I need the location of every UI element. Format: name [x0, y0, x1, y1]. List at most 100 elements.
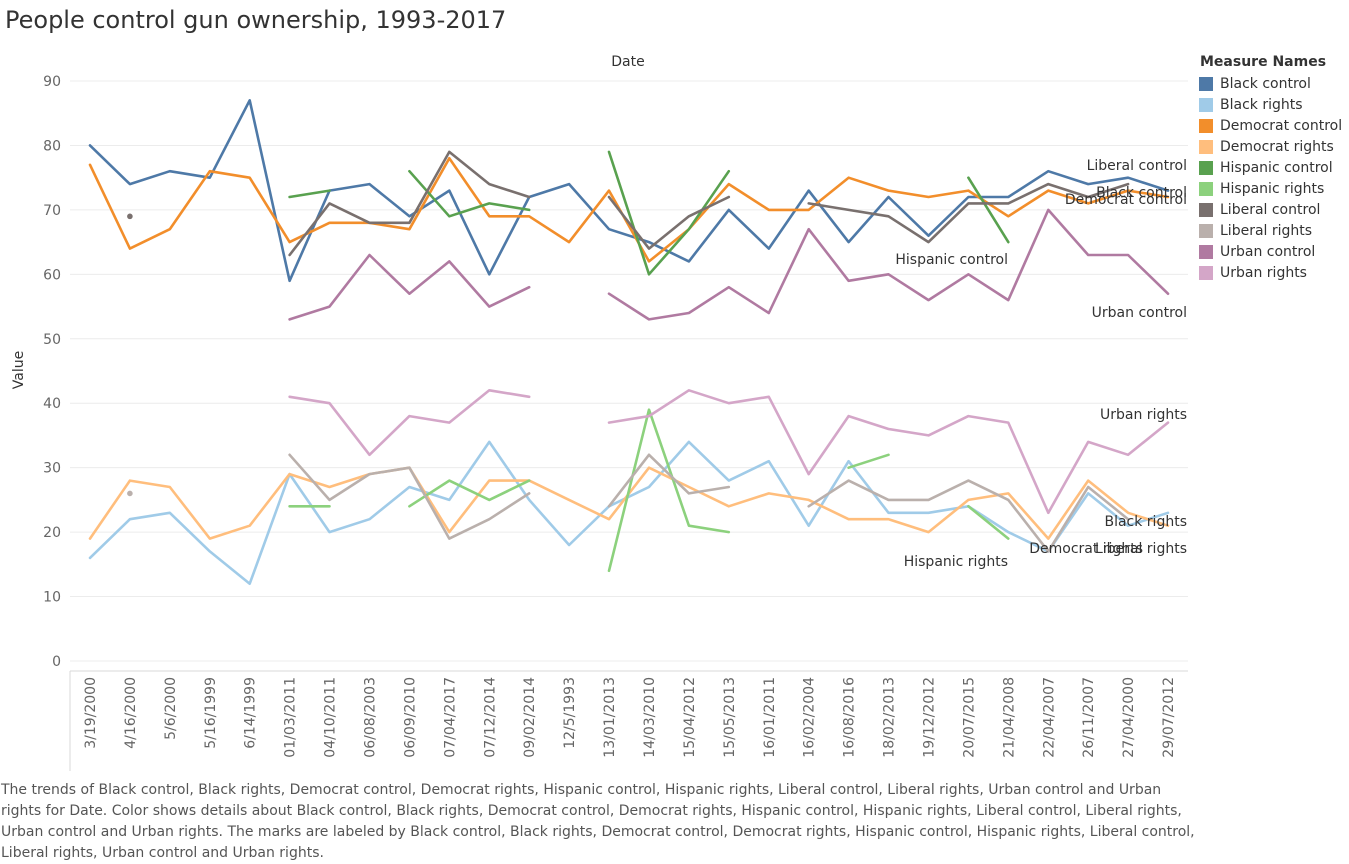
series-end-label: Urban control [1092, 305, 1187, 321]
series-line-segment [288, 253, 531, 321]
series-lines [88, 99, 1170, 586]
legend-swatch [1199, 202, 1213, 217]
series-black-control [88, 99, 1170, 283]
series-end-label: Liberal control [1087, 158, 1187, 174]
x-tick-label: 26/11/2007 [1081, 677, 1097, 758]
x-tick-label: 18/02/2013 [882, 677, 898, 758]
y-tick-label: 50 [43, 332, 61, 348]
legend-label: Black rights [1220, 96, 1303, 113]
x-tick-label: 07/12/2014 [482, 677, 498, 758]
legend-item[interactable]: Democrat rights [1199, 136, 1349, 157]
legend-item[interactable]: Liberal rights [1199, 220, 1349, 241]
series-urban-rights [288, 388, 1170, 515]
x-tick-label: 16/02/2004 [802, 677, 818, 758]
x-tick-label: 01/03/2011 [283, 677, 299, 758]
x-axis: Date 3/19/2000 4/16/2000 5/6/2000 5/16/1999 6… [70, 54, 1188, 758]
series-liberal-rights [127, 453, 1130, 553]
legend-label: Urban control [1220, 243, 1316, 260]
series-line-segment [967, 504, 1010, 540]
series-black-rights [88, 440, 1170, 586]
series-line-segment [88, 99, 1170, 283]
legend-swatch [1199, 265, 1213, 280]
y-tick-label: 40 [43, 396, 61, 412]
series-liberal-control [127, 150, 1130, 257]
x-tick-label: 09/02/2014 [522, 677, 538, 758]
legend-item[interactable]: Liberal control [1199, 199, 1349, 220]
x-tick-label: 12/5/1993 [562, 677, 578, 749]
y-tick-label: 0 [52, 654, 61, 670]
series-end-label: Black control [1096, 185, 1187, 201]
y-tick-label: 20 [43, 525, 61, 541]
legend-swatch [1199, 160, 1213, 175]
series-line-segment [88, 466, 1170, 540]
data-point [127, 213, 133, 220]
x-tick-label: 14/03/2010 [642, 677, 658, 758]
x-tick-label: 16/01/2011 [762, 677, 778, 758]
series-line-segment [607, 408, 731, 573]
series-hispanic-rights [288, 408, 1010, 573]
x-tick-label: 5/16/1999 [203, 677, 219, 749]
series-end-label: Liberal rights [1095, 541, 1187, 557]
legend-label: Democrat control [1220, 117, 1343, 134]
series-line-segment [408, 169, 531, 218]
y-tick-label: 60 [43, 267, 61, 283]
x-tick-label: 04/10/2011 [323, 677, 339, 758]
x-tick-label: 20/07/2015 [961, 677, 977, 758]
legend-items: Black control Black rights Democrat contro… [1199, 73, 1349, 283]
series-line-segment [607, 195, 731, 250]
legend-label: Liberal control [1220, 201, 1321, 218]
legend-label: Hispanic rights [1220, 180, 1325, 197]
legend: Measure Names Black control Black rights D… [1199, 54, 1349, 283]
series-line-segment [807, 182, 1130, 244]
legend-item[interactable]: Black control [1199, 73, 1349, 94]
legend-swatch [1199, 244, 1213, 259]
legend-label: Liberal rights [1220, 222, 1313, 239]
chart-title: People control gun ownership, 1993-2017 [5, 6, 507, 34]
legend-item[interactable]: Urban control [1199, 241, 1349, 262]
series-line-segment [607, 150, 731, 276]
x-tick-label: 16/08/2016 [842, 677, 858, 758]
y-axis: 0 10 20 30 40 50 60 70 80 90 Value [11, 74, 71, 771]
legend-label: Urban rights [1220, 264, 1307, 281]
y-tick-label: 30 [43, 461, 61, 477]
legend-item[interactable]: Democrat control [1199, 115, 1349, 136]
series-end-label: Black rights [1104, 514, 1187, 530]
series-urban-control [288, 208, 1170, 321]
legend-label: Black control [1220, 75, 1311, 92]
series-line-segment [288, 388, 531, 457]
data-point [127, 490, 133, 497]
x-tick-label: 29/07/2012 [1161, 677, 1177, 758]
legend-swatch [1199, 181, 1213, 196]
legend-title: Measure Names [1200, 54, 1327, 70]
x-tick-label: 27/04/2000 [1121, 677, 1137, 758]
series-line-segment [967, 176, 1010, 244]
legend-swatch [1199, 118, 1213, 133]
series-line-segment [607, 208, 1170, 321]
series-line-segment [847, 453, 890, 470]
legend-swatch [1199, 76, 1213, 91]
series-end-label: Democrat rights [1029, 541, 1143, 557]
legend-label: Hispanic control [1220, 159, 1333, 176]
series-line-segment [607, 453, 731, 508]
legend-item[interactable]: Hispanic control [1199, 157, 1349, 178]
legend-swatch [1199, 139, 1213, 154]
y-tick-label: 70 [43, 203, 61, 219]
series-line-segment [807, 479, 1130, 553]
line-chart: 0 10 20 30 40 50 60 70 80 90 Value Date 3/19/2000 4/… [11, 54, 1188, 771]
gridlines [70, 80, 1188, 662]
y-tick-label: 10 [43, 590, 61, 606]
x-tick-label: 13/01/2013 [602, 677, 618, 758]
x-tick-label: 3/19/2000 [83, 677, 99, 749]
legend-item[interactable]: Urban rights [1199, 262, 1349, 283]
x-tick-label: 22/04/2007 [1041, 677, 1057, 758]
y-tick-label: 80 [43, 138, 61, 154]
legend-item[interactable]: Hispanic rights [1199, 178, 1349, 199]
x-tick-label: 15/05/2013 [722, 677, 738, 758]
legend-label: Democrat rights [1220, 138, 1334, 155]
legend-item[interactable]: Black rights [1199, 94, 1349, 115]
chart-caption: The trends of Black control, Black right… [1, 782, 1195, 861]
series-line-segment [408, 479, 531, 508]
series-hispanic-control [288, 150, 1010, 276]
series-line-segment [288, 453, 531, 540]
